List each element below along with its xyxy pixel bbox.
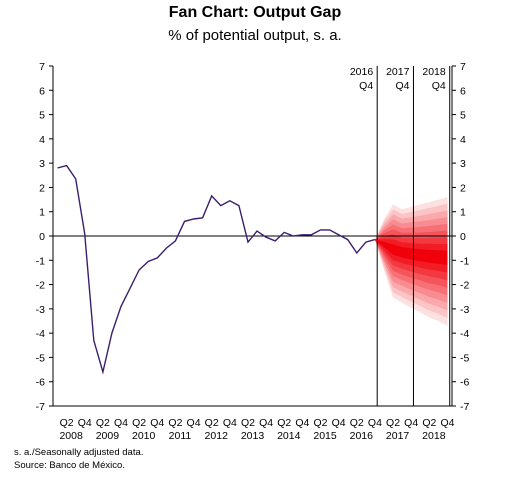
y-tick-label-left: 6 bbox=[39, 85, 45, 97]
y-tick-label-left: -2 bbox=[36, 280, 45, 292]
x-year-label: 2010 bbox=[132, 430, 156, 442]
x-year-label: 2015 bbox=[313, 430, 337, 442]
x-quarter-label: Q2 bbox=[241, 417, 255, 429]
y-tick-label-left: -7 bbox=[36, 401, 45, 413]
y-tick-label-left: -6 bbox=[36, 377, 45, 389]
x-quarter-label: Q4 bbox=[404, 417, 418, 429]
y-tick-label-left: -1 bbox=[36, 255, 45, 267]
x-quarter-label: Q4 bbox=[150, 417, 164, 429]
x-quarter-label: Q4 bbox=[440, 417, 454, 429]
x-year-label: 2018 bbox=[422, 430, 446, 442]
x-quarter-label: Q4 bbox=[78, 417, 92, 429]
y-tick-label-right: 5 bbox=[460, 110, 466, 122]
y-tick-label-right: -2 bbox=[460, 280, 469, 292]
x-quarter-label: Q4 bbox=[332, 417, 346, 429]
y-tick-label-left: 4 bbox=[39, 134, 45, 146]
chart-subtitle: % of potential output, s. a. bbox=[168, 27, 341, 44]
x-quarter-label: Q2 bbox=[96, 417, 110, 429]
x-year-label: 2016 bbox=[350, 430, 374, 442]
x-quarter-label: Q2 bbox=[60, 417, 74, 429]
y-tick-label-left: 7 bbox=[39, 61, 45, 73]
y-tick-label-left: -4 bbox=[36, 328, 45, 340]
y-tick-label-right: -5 bbox=[460, 352, 469, 364]
x-quarter-label: Q4 bbox=[223, 417, 237, 429]
x-quarter-label: Q4 bbox=[114, 417, 128, 429]
x-quarter-label: Q4 bbox=[187, 417, 201, 429]
y-tick-label-left: 1 bbox=[39, 207, 45, 219]
marker-year-label: 2018 bbox=[422, 66, 446, 78]
x-quarter-label: Q4 bbox=[295, 417, 309, 429]
y-tick-label-left: 3 bbox=[39, 158, 45, 170]
x-year-label: 2014 bbox=[277, 430, 301, 442]
y-tick-label-right: 2 bbox=[460, 182, 466, 194]
fan-band-layer bbox=[374, 197, 448, 326]
marker-year-label: 2016 bbox=[350, 66, 374, 78]
y-tick-label-right: -7 bbox=[460, 401, 469, 413]
y-tick-label-left: -5 bbox=[36, 352, 45, 364]
chart-title: Fan Chart: Output Gap bbox=[169, 4, 342, 21]
x-quarter-label: Q4 bbox=[368, 417, 382, 429]
marker-year-label: 2017 bbox=[386, 66, 410, 78]
y-tick-label-right: -1 bbox=[460, 255, 469, 267]
y-tick-label-right: -4 bbox=[460, 328, 469, 340]
x-tick-labels: Q2 Q4 Q2 Q4 Q2 Q4 Q2 Q4 Q2 Q4 Q2 Q4 Q2 Q4 Q2 Q4 Q2 Q4 Q2 Q4… bbox=[59, 417, 454, 442]
y-tick-label-left: -3 bbox=[36, 304, 45, 316]
x-quarter-label: Q2 bbox=[132, 417, 146, 429]
x-quarter-label: Q2 bbox=[350, 417, 364, 429]
x-quarter-label: Q2 bbox=[386, 417, 400, 429]
y-tick-label-left: 5 bbox=[39, 110, 45, 122]
y-tick-label-right: 4 bbox=[460, 134, 466, 146]
y-tick-label-right: 1 bbox=[460, 207, 466, 219]
marker-quarter-label: Q4 bbox=[432, 80, 446, 92]
y-tick-label-right: 0 bbox=[460, 231, 466, 243]
y-tick-label-right: 7 bbox=[460, 61, 466, 73]
right-y-tick-labels: -7 -6 -5 -4 -3 -2 -1 0 1 2 3 4 5 6 7 bbox=[452, 61, 469, 413]
output-gap-line bbox=[57, 164, 376, 375]
x-quarter-label: Q2 bbox=[314, 417, 328, 429]
x-quarter-label: Q2 bbox=[422, 417, 436, 429]
x-year-label: 2017 bbox=[386, 430, 410, 442]
y-tick-label-right: 3 bbox=[460, 158, 466, 170]
y-tick-label-right: 6 bbox=[460, 85, 466, 97]
marker-quarter-label: Q4 bbox=[359, 80, 373, 92]
y-tick-label-right: -6 bbox=[460, 377, 469, 389]
left-y-tick-labels: -7 -6 -5 -4 -3 -2 -1 0 1 2 3 4 5 6 7 bbox=[36, 61, 53, 413]
x-quarter-label: Q2 bbox=[277, 417, 291, 429]
x-quarter-label: Q2 bbox=[168, 417, 182, 429]
chart-notes: s. a./Seasonally adjusted data. Source: … bbox=[14, 446, 143, 472]
y-tick-label-left: 2 bbox=[39, 182, 45, 194]
fan-band bbox=[374, 239, 448, 265]
note-seasonal-adjustment: s. a./Seasonally adjusted data. bbox=[14, 447, 144, 458]
vertical-markers: 2016 Q4 2017 Q4 2018 Q4 bbox=[350, 66, 451, 406]
x-year-label: 2012 bbox=[205, 430, 229, 442]
x-year-label: 2013 bbox=[241, 430, 265, 442]
x-year-label: 2011 bbox=[169, 430, 192, 442]
y-tick-label-left: 0 bbox=[39, 231, 45, 243]
note-source: Source: Banco de México. bbox=[14, 460, 125, 471]
x-quarter-label: Q2 bbox=[205, 417, 219, 429]
x-year-label: 2009 bbox=[96, 430, 120, 442]
x-quarter-label: Q4 bbox=[259, 417, 273, 429]
fan-central-projection bbox=[374, 239, 448, 258]
marker-quarter-label: Q4 bbox=[395, 80, 409, 92]
x-year-label: 2008 bbox=[59, 430, 83, 442]
y-tick-label-right: -3 bbox=[460, 304, 469, 316]
